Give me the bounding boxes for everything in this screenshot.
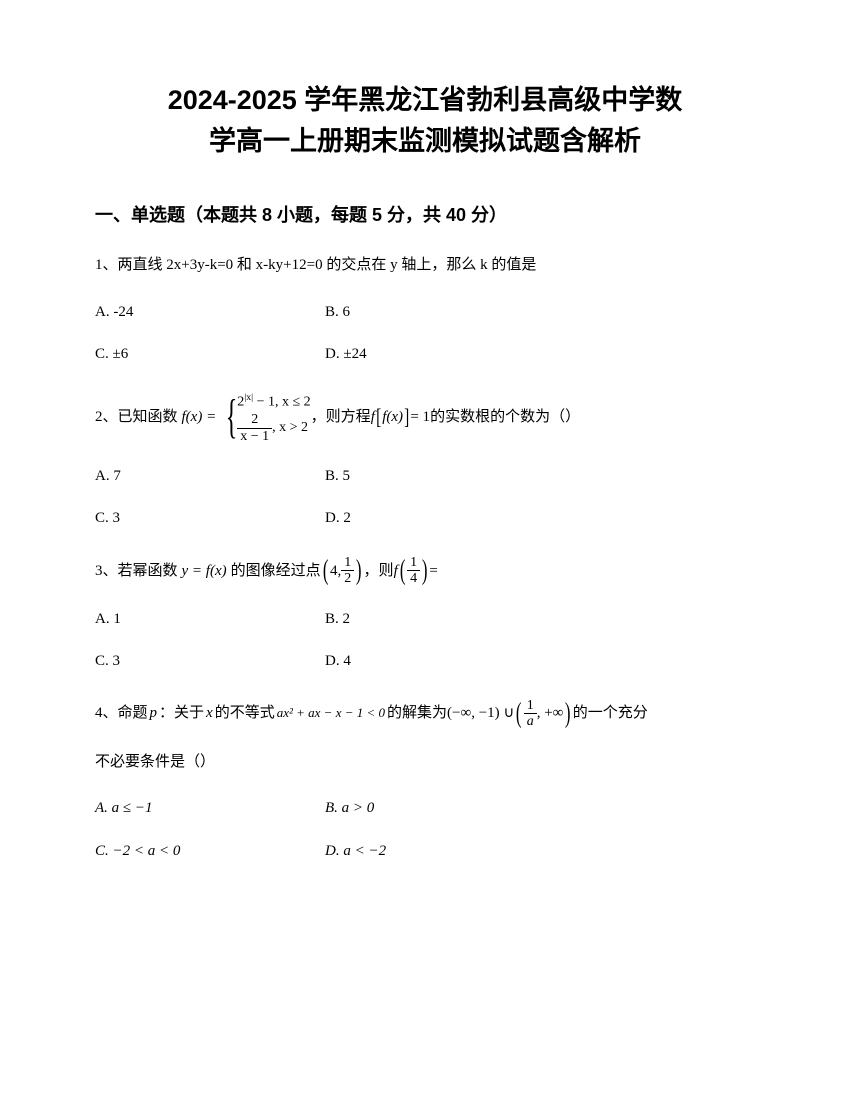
q2-prefix: 2、已知函数 xyxy=(95,403,178,432)
q3-option-c: C. 3 xyxy=(95,647,325,676)
q4-mid2: 的不等式 xyxy=(215,699,275,728)
question-2-options: A. 7 B. 5 C. 3 D. 2 xyxy=(95,462,755,533)
q2-option-a: A. 7 xyxy=(95,462,325,491)
question-3-stem: 3、若幂函数 y = f(x) 的图像经过点 ( 4, 1 2 ) ，则 f (… xyxy=(95,555,755,587)
q4-ineq: ax² + ax − x − 1 < 0 xyxy=(277,701,385,726)
q2-eq-inner: f(x) xyxy=(382,403,403,432)
q4-set-a: (−∞, −1) ∪ xyxy=(447,699,514,728)
question-3-options: A. 1 B. 2 C. 3 D. 4 xyxy=(95,605,755,676)
q4-set-frac: 1 a xyxy=(524,698,537,730)
title-line-1: 2024-2025 学年黑龙江省勃利县高级中学数 xyxy=(95,80,755,121)
q3-pt-a: 4, xyxy=(330,557,341,586)
q1-option-d: D. ±24 xyxy=(325,340,555,369)
q3-prefix: 3、若幂函数 xyxy=(95,557,178,586)
q3-option-a: A. 1 xyxy=(95,605,325,634)
q4-option-a: A. a ≤ −1 xyxy=(95,794,325,823)
question-1-stem: 1、两直线 2x+3y-k=0 和 x-ky+12=0 的交点在 y 轴上，那么… xyxy=(95,251,755,280)
q2-piece2-den: x − 1 xyxy=(237,429,272,444)
q3-rhs-den: 4 xyxy=(407,571,420,586)
q4-option-d: D. a < −2 xyxy=(325,837,555,866)
q3-option-b: B. 2 xyxy=(325,605,555,634)
q4-set-b: , +∞ xyxy=(537,699,564,728)
q4-set-num: 1 xyxy=(524,698,537,714)
q4-option-b: B. a > 0 xyxy=(325,794,555,823)
q3-pt-num: 1 xyxy=(341,555,354,571)
q2-eq-right: = 1 xyxy=(410,403,430,432)
q2-suffix: 的实数根的个数为（） xyxy=(430,403,580,432)
q4-mid3: 的解集为 xyxy=(387,699,447,728)
q2-piece2-cond: , x > 2 xyxy=(272,420,308,435)
q1-option-b: B. 6 xyxy=(325,298,555,327)
q2-func-label: f(x) = xyxy=(182,403,217,432)
q2-piece2-num: 2 xyxy=(237,412,272,428)
title-line-2: 学高一上册期末监测模拟试题含解析 xyxy=(95,121,755,162)
q2-piece1-rest: − 1, x ≤ 2 xyxy=(253,394,311,409)
q2-eq-f: f xyxy=(371,403,375,432)
q3-func: y = f(x) xyxy=(182,557,227,586)
question-4-line2: 不必要条件是（） xyxy=(95,748,755,777)
page-title: 2024-2025 学年黑龙江省勃利县高级中学数 学高一上册期末监测模拟试题含解… xyxy=(95,80,755,161)
question-2-stem: 2、已知函数 f(x) = { 2 |x| − 1, x ≤ 2 2 x − 1 … xyxy=(95,391,755,444)
left-brace-icon: { xyxy=(226,393,238,441)
q3-option-d: D. 4 xyxy=(325,647,555,676)
q1-option-c: C. ±6 xyxy=(95,340,325,369)
q2-mid: ，则方程 xyxy=(311,403,371,432)
q3-mid1: 的图像经过点 xyxy=(231,557,321,586)
q4-x: x xyxy=(206,699,213,728)
q4-prefix: 4、命题 xyxy=(95,699,148,728)
question-1-options: A. -24 B. 6 C. ±6 D. ±24 xyxy=(95,298,755,369)
q3-suffix: = xyxy=(429,557,437,586)
q4-p: p xyxy=(150,699,158,728)
q3-pt-den: 2 xyxy=(341,571,354,586)
q3-pt-frac: 1 2 xyxy=(341,555,354,587)
q2-option-c: C. 3 xyxy=(95,504,325,533)
q2-option-d: D. 2 xyxy=(325,504,555,533)
q1-option-a: A. -24 xyxy=(95,298,325,327)
q2-piecewise: 2 |x| − 1, x ≤ 2 2 x − 1 , x > 2 xyxy=(237,391,310,444)
q3-rhs-frac: 1 4 xyxy=(407,555,420,587)
q3-rhs-f: f xyxy=(394,557,398,586)
q2-piece2-frac: 2 x − 1 xyxy=(237,412,272,444)
q4-mid1: ：关于 xyxy=(159,699,204,728)
q4-option-c: C. −2 < a < 0 xyxy=(95,837,325,866)
q2-piece1-exp: |x| xyxy=(244,392,253,403)
q2-option-b: B. 5 xyxy=(325,462,555,491)
q4-set-den: a xyxy=(524,714,537,729)
q3-mid2: ，则 xyxy=(364,557,394,586)
q3-rhs-num: 1 xyxy=(407,555,420,571)
question-4-stem: 4、命题 p ：关于 x 的不等式 ax² + ax − x − 1 < 0 的… xyxy=(95,698,755,730)
section-header: 一、单选题（本题共 8 小题，每题 5 分，共 40 分） xyxy=(95,201,755,227)
question-4-options: A. a ≤ −1 B. a > 0 C. −2 < a < 0 D. a < … xyxy=(95,794,755,865)
q4-suffix1: 的一个充分 xyxy=(573,699,648,728)
